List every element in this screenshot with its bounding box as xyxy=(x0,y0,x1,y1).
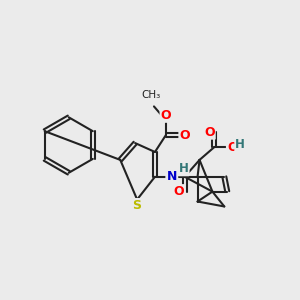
Text: O: O xyxy=(227,140,238,154)
Text: O: O xyxy=(173,185,184,198)
Text: O: O xyxy=(160,109,171,122)
Text: CH₃: CH₃ xyxy=(141,91,160,100)
Text: N: N xyxy=(167,170,177,183)
Text: H: H xyxy=(179,162,189,175)
Text: O: O xyxy=(179,129,190,142)
Text: O: O xyxy=(204,126,215,139)
Text: S: S xyxy=(133,199,142,212)
Text: H: H xyxy=(235,138,245,151)
